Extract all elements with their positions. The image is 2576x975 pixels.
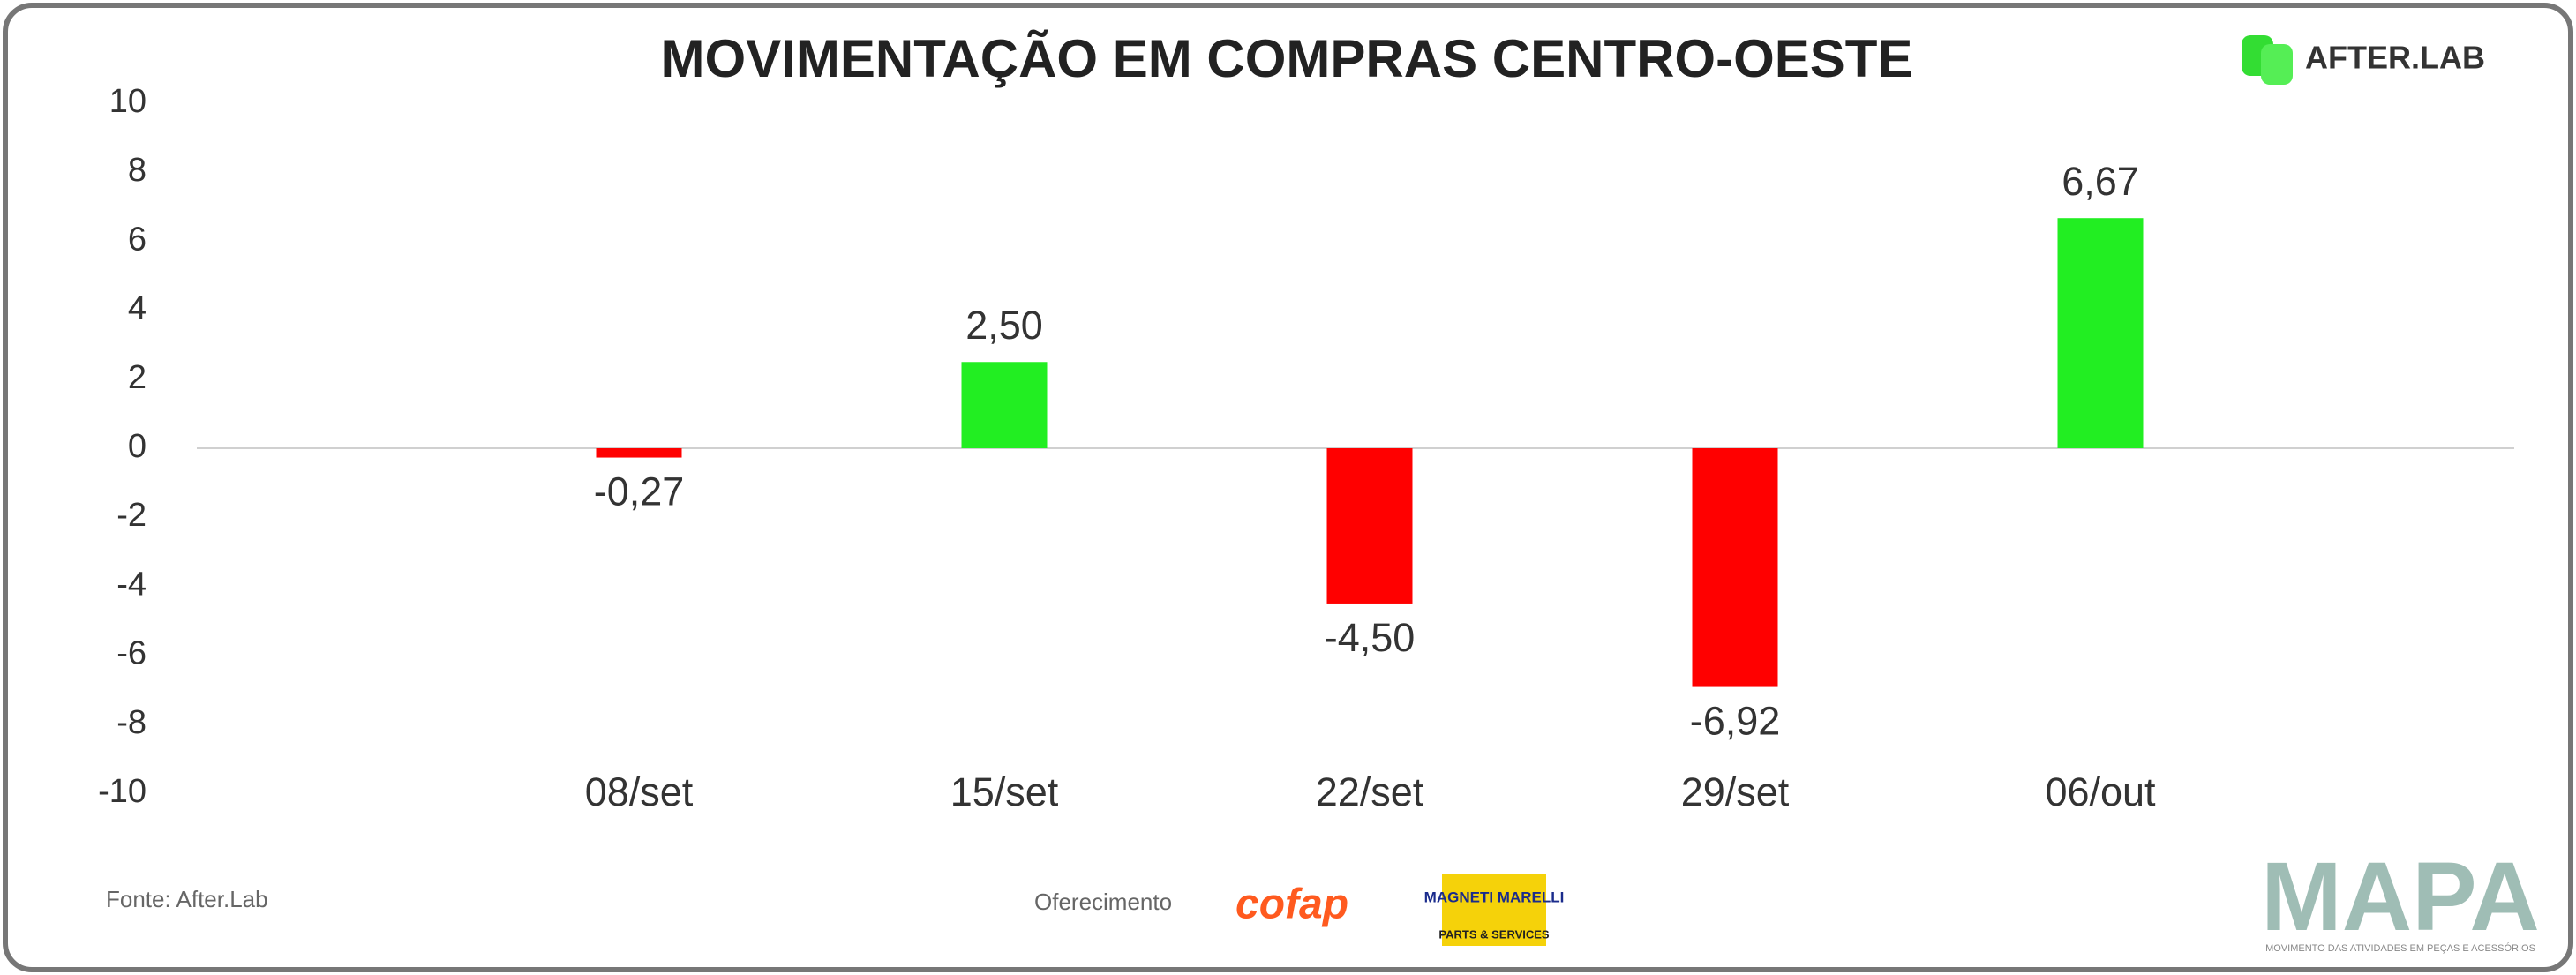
- source: Fonte: After.Lab: [106, 886, 268, 912]
- magneti-sub: PARTS & SERVICES: [1438, 927, 1550, 941]
- value-label: 2,50: [965, 303, 1043, 348]
- y-tick-label: 10: [109, 83, 146, 120]
- y-tick-label: 0: [128, 428, 146, 465]
- y-tick-label: 8: [128, 152, 146, 189]
- x-tick-label: 22/set: [1316, 769, 1424, 814]
- value-label: -6,92: [1690, 698, 1781, 743]
- x-tick-label: 06/out: [2045, 769, 2156, 814]
- cofap-logo: cofap: [1235, 881, 1348, 928]
- mapa-tagline: MOVIMENTO DAS ATIVIDADES EM PEÇAS E ACES…: [2265, 942, 2535, 954]
- y-tick-label: -4: [116, 566, 146, 603]
- y-tick-label: -6: [116, 635, 146, 672]
- bar: [1692, 448, 1778, 687]
- magneti-box: [1442, 874, 1546, 946]
- frame: [3, 3, 2573, 972]
- y-tick-label: 6: [128, 221, 146, 258]
- afterlab-logo: AFTER.LAB: [2242, 35, 2485, 85]
- y-tick-label: -8: [116, 704, 146, 741]
- value-label: -4,50: [1325, 615, 1416, 660]
- sponsor: Oferecimento: [1034, 889, 1172, 915]
- x-tick-label: 29/set: [1681, 769, 1790, 814]
- value-label: -0,27: [594, 469, 685, 514]
- y-tick-label: 2: [128, 359, 146, 396]
- y-tick-label: -10: [98, 773, 146, 810]
- value-label: 6,67: [2062, 159, 2139, 204]
- y-tick-label: 4: [128, 290, 146, 327]
- x-tick-label: 08/set: [585, 769, 694, 814]
- y-tick-label: -2: [116, 497, 146, 534]
- bar: [961, 362, 1048, 448]
- chart-title: MOVIMENTAÇÃO EM COMPRAS CENTRO-OESTE: [661, 29, 1913, 88]
- logo-shape: [2261, 44, 2293, 85]
- bar: [2057, 218, 2144, 448]
- bar: [1326, 448, 1413, 604]
- mapa-logo: MAPA: [2261, 843, 2540, 951]
- magneti-logo: MAGNETI MARELLI: [1424, 889, 1565, 905]
- logo-text: AFTER.LAB: [2305, 40, 2485, 76]
- bar: [596, 448, 682, 458]
- x-tick-label: 15/set: [950, 769, 1059, 814]
